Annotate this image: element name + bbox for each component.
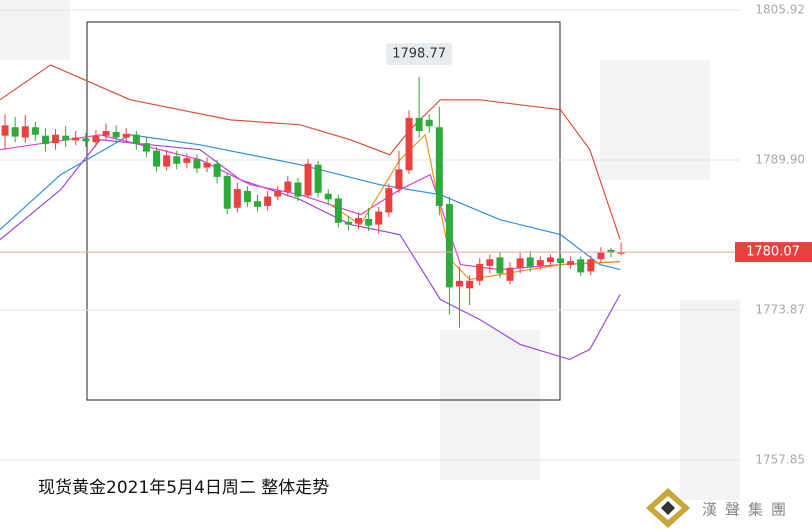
candle-body (304, 163, 312, 196)
candle-body (264, 196, 272, 206)
candle-body (243, 190, 251, 203)
last-price-box (735, 242, 812, 263)
indicator-line (329, 133, 621, 281)
candle-body (41, 135, 49, 145)
candle-body (344, 221, 352, 225)
candle-body (415, 117, 423, 131)
candle-body (365, 219, 373, 226)
indicator-line (0, 64, 621, 240)
candle-body (62, 135, 70, 141)
candle-body (607, 249, 615, 253)
candle-body (456, 280, 464, 287)
candle-body (294, 182, 302, 197)
candle-body (92, 135, 100, 143)
candle-body (486, 259, 494, 266)
candle-body (173, 156, 181, 164)
candle-body (213, 163, 221, 177)
candle-body (254, 201, 262, 207)
candle-body (122, 133, 130, 138)
candle-body (132, 134, 140, 145)
y-tick-label: 1805.92 (755, 3, 805, 17)
candle-body (445, 204, 453, 288)
brand-name: 漢聲集團 (702, 501, 794, 519)
caption: 现货黄金2021年5月4日周二 整体走势 (38, 478, 329, 498)
candle-body (597, 252, 605, 260)
candle-body (102, 130, 110, 136)
candle-body (557, 258, 565, 264)
candle-body (183, 158, 191, 163)
y-tick-label: 1757.85 (755, 453, 805, 467)
candle-body (476, 263, 484, 281)
candle-body (223, 175, 231, 209)
candle-body (395, 169, 403, 190)
candle-body (466, 280, 474, 289)
candle-body (274, 190, 282, 197)
candle-body (587, 259, 595, 272)
candle-body (536, 260, 544, 266)
background-deco (0, 0, 740, 500)
candle-body (334, 198, 342, 223)
candle-body (567, 261, 575, 265)
candle-body (11, 127, 19, 137)
last-price-label: 1780.07 (746, 245, 800, 260)
candle-body (163, 155, 171, 167)
candle-body (577, 259, 585, 273)
candle-body (526, 257, 534, 267)
candle-body (405, 117, 413, 171)
high-label-box (386, 42, 453, 65)
candle-body (203, 162, 211, 168)
candle-body (324, 193, 332, 200)
candle-body (435, 127, 443, 206)
y-tick-label: 1773.87 (755, 303, 805, 317)
indicator-line (0, 134, 621, 271)
candle-body (82, 138, 90, 142)
y-tick-label: 1789.90 (755, 153, 805, 167)
indicator-line (0, 134, 621, 271)
logo (646, 488, 690, 528)
candle-body (516, 258, 524, 268)
candle-body (546, 257, 554, 263)
candle-body (506, 267, 514, 281)
frame-box (86, 21, 561, 401)
candle-body (385, 188, 393, 213)
candle-body (1, 125, 9, 136)
candle-body (617, 252, 625, 254)
candle-body (233, 189, 241, 208)
candle-body (496, 257, 504, 274)
candle-body (153, 150, 161, 167)
candle-body (31, 127, 39, 135)
candle-body (425, 119, 433, 127)
candle-body (72, 137, 80, 141)
candle-body (193, 159, 201, 169)
candle-body (21, 126, 29, 138)
candle-body (52, 134, 60, 144)
candle-body (314, 164, 322, 193)
candle-body (375, 211, 383, 225)
candle-body (355, 218, 363, 224)
candle-body (284, 181, 292, 192)
candle-body (112, 131, 120, 138)
candle-body (142, 143, 150, 152)
high-label: 1798.77 (392, 46, 446, 61)
